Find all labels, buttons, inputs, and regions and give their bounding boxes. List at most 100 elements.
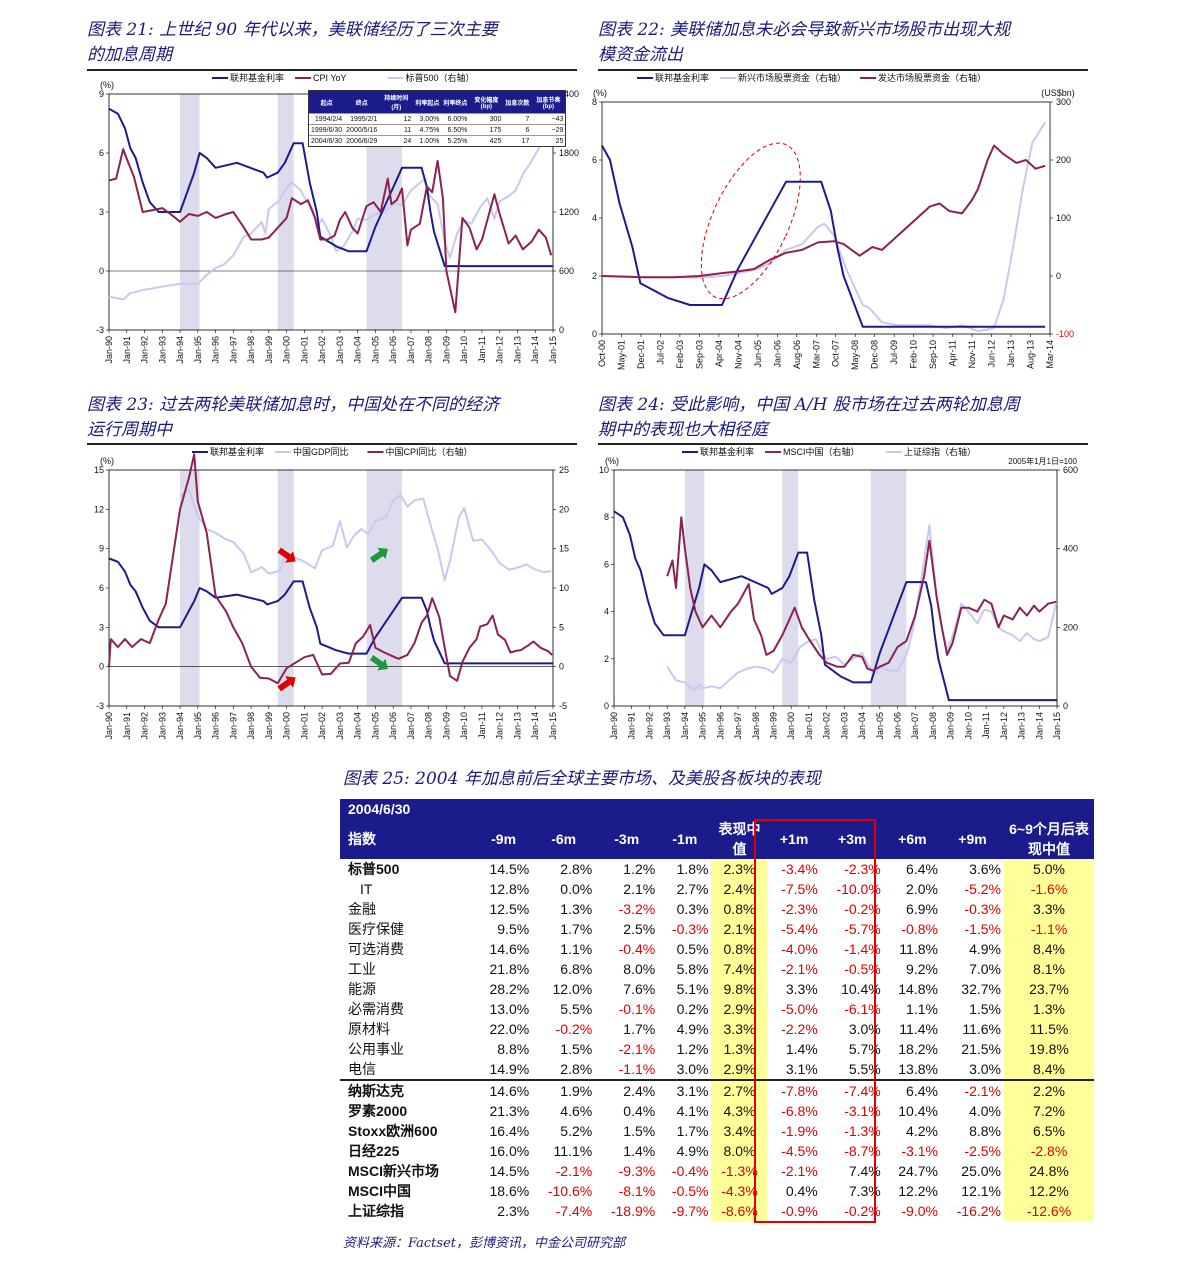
x-tick-label: Jan-92 — [140, 336, 150, 364]
y2-tick-label: 2400 — [559, 89, 579, 99]
table-cell: 2.0% — [906, 881, 938, 897]
y2-tick-label: 25 — [559, 465, 569, 475]
table-cell: -3.4% — [781, 861, 818, 877]
table-cell: -4.0% — [781, 941, 818, 957]
y2-tick-label: 0 — [1063, 701, 1068, 711]
hike-period-band — [277, 470, 294, 706]
red-arrow-gdp — [277, 547, 296, 563]
highlight-ellipse — [700, 142, 801, 300]
inset-cell: 12 — [379, 113, 414, 125]
table-corner-date: 2004/6/30 — [340, 799, 1094, 819]
table-row: 可选消费 14.6% 1.1% -0.4% 0.5% 0.8% -4.0% -1.4% 11.8… — [340, 939, 1094, 959]
y2-tick-label: -5 — [559, 701, 567, 711]
table-cell: 3.3% — [1004, 899, 1094, 919]
table-cell: 6.9% — [906, 901, 938, 917]
y2-tick-label: 20 — [559, 504, 569, 514]
table-corner-row: 2004/6/30 — [340, 799, 1094, 819]
table-cell: 10.4% — [841, 981, 881, 997]
table-row: 金融 12.5% 1.3% -3.2% 0.3% 0.8% -2.3% -0.2% 6.9% -0… — [340, 899, 1094, 919]
table-cell: -6.8% — [781, 1103, 818, 1119]
x-tick-label: Jan-95 — [698, 712, 708, 740]
table-cell: -0.3% — [671, 921, 709, 937]
table-cell: -1.3% — [711, 1161, 768, 1181]
x-tick-label: Jan-03 — [839, 712, 849, 740]
inset-table: 起点 终点 持续时间(月) 利率起点 利率终点 变化幅度(bp) 加息次数 加息节奏(bp) 1… — [309, 91, 566, 146]
x-tick-label: Jan-11 — [981, 712, 991, 739]
figure-23-caption: 图表 23: 过去两轮美联储加息时，中国处在不同的经济 运行周期中 — [87, 395, 500, 440]
x-tick-label: Jan-03 — [335, 336, 345, 364]
y2-tick-label: 15 — [559, 544, 569, 554]
x-tick-label: Jan-05 — [370, 336, 380, 364]
series-line — [108, 453, 553, 685]
x-tick-label: Sep-10 — [928, 340, 938, 369]
table-cell: -8.6% — [711, 1201, 768, 1221]
series-line — [613, 510, 1057, 702]
table-cell: 1.9% — [532, 1079, 596, 1101]
y-tick-label: 12 — [94, 504, 104, 514]
inset-cell: 2006/6/29 — [344, 135, 380, 146]
column-header: -1m — [658, 819, 712, 859]
table-cell: 7.3% — [848, 1183, 881, 1199]
table-cell: -3.2% — [618, 901, 656, 917]
x-tick-label: Jan-05 — [875, 712, 885, 740]
y-tick-label: 6 — [99, 148, 104, 158]
table-cell: 3.3% — [785, 981, 818, 997]
table-cell: 5.2% — [560, 1123, 593, 1139]
table-cell: -8.1% — [618, 1183, 656, 1199]
table-cell: -16.2% — [956, 1203, 1001, 1219]
row-name: MSCI中国 — [348, 1183, 411, 1199]
green-arrow-gdp-shape — [369, 547, 388, 563]
table-cell: 1.7% — [623, 1021, 656, 1037]
series-line — [666, 516, 1057, 672]
green-arrow-gdp — [369, 547, 388, 563]
table-cell: 2.1% — [623, 881, 656, 897]
y-tick-label: 8 — [604, 512, 609, 522]
x-tick-label: Jan-96 — [211, 712, 221, 740]
row-name: 能源 — [348, 981, 376, 997]
series-line — [601, 144, 1046, 279]
inset-header-cell: 变化幅度(bp) — [469, 91, 504, 114]
inset-cell: 5.25% — [441, 135, 470, 146]
table-cell: -7.5% — [781, 881, 818, 897]
inset-cell: 2004/6/30 — [309, 135, 345, 146]
table-cell: 4.6% — [560, 1103, 593, 1119]
y2-tick-label: 0 — [1056, 271, 1061, 281]
table-row: 上证综指 2.3% -7.4% -18.9% -9.7% -8.6% -0.9% -0.2% -… — [340, 1201, 1094, 1221]
y-tick-label: 0 — [99, 266, 104, 276]
legend-label: 中国GDP同比 — [293, 446, 349, 457]
x-tick-label: Jan-10 — [459, 336, 469, 364]
x-tick-label: Jan-91 — [627, 712, 637, 740]
x-tick-label: Oct-00 — [597, 340, 607, 367]
inset-cell: 25 — [531, 135, 566, 146]
x-tick-label: Jan-96 — [211, 336, 221, 364]
row-name: 金融 — [348, 901, 376, 917]
table-row: 必需消费 13.0% 5.5% -0.1% 0.2% 2.9% -5.0% -6.1% 1.1%… — [340, 999, 1094, 1019]
hike-period-band — [180, 470, 200, 706]
inset-cell: 6 — [503, 124, 532, 136]
y2-tick-label: 600 — [559, 266, 574, 276]
table-cell: 2.7% — [676, 881, 709, 897]
hike-period-band — [277, 94, 294, 330]
x-tick-label: Oct-07 — [831, 340, 841, 367]
table-cell: 0.0% — [560, 881, 593, 897]
x-tick-label: Jan-08 — [424, 336, 434, 364]
table-cell: 2.4% — [711, 879, 768, 899]
y-tick-label: 0 — [604, 701, 609, 711]
legend-label: 中国CPI同比（右轴） — [386, 446, 473, 457]
table-cell: 1.5% — [623, 1123, 656, 1139]
x-tick-label: Jan-91 — [122, 336, 132, 364]
table-cell: -0.9% — [781, 1203, 818, 1219]
table-cell: -2.5% — [964, 1143, 1001, 1159]
hike-period-band — [180, 94, 200, 330]
x-tick-label: Jul-09 — [889, 340, 899, 365]
table-cell: 8.8% — [497, 1041, 530, 1057]
x-tick-label: Jan-01 — [299, 336, 309, 364]
legend-label: 联邦基金利率 — [210, 446, 264, 457]
x-tick-label: Jan-08 — [928, 712, 938, 740]
table-cell: 8.4% — [1004, 1059, 1094, 1080]
table-cell: 8.0% — [711, 1141, 768, 1161]
series-line — [666, 524, 1058, 692]
table-cell: 11.8% — [899, 941, 938, 957]
table-cell: -3.1% — [844, 1103, 881, 1119]
left-axis-unit: (%) — [100, 456, 114, 466]
